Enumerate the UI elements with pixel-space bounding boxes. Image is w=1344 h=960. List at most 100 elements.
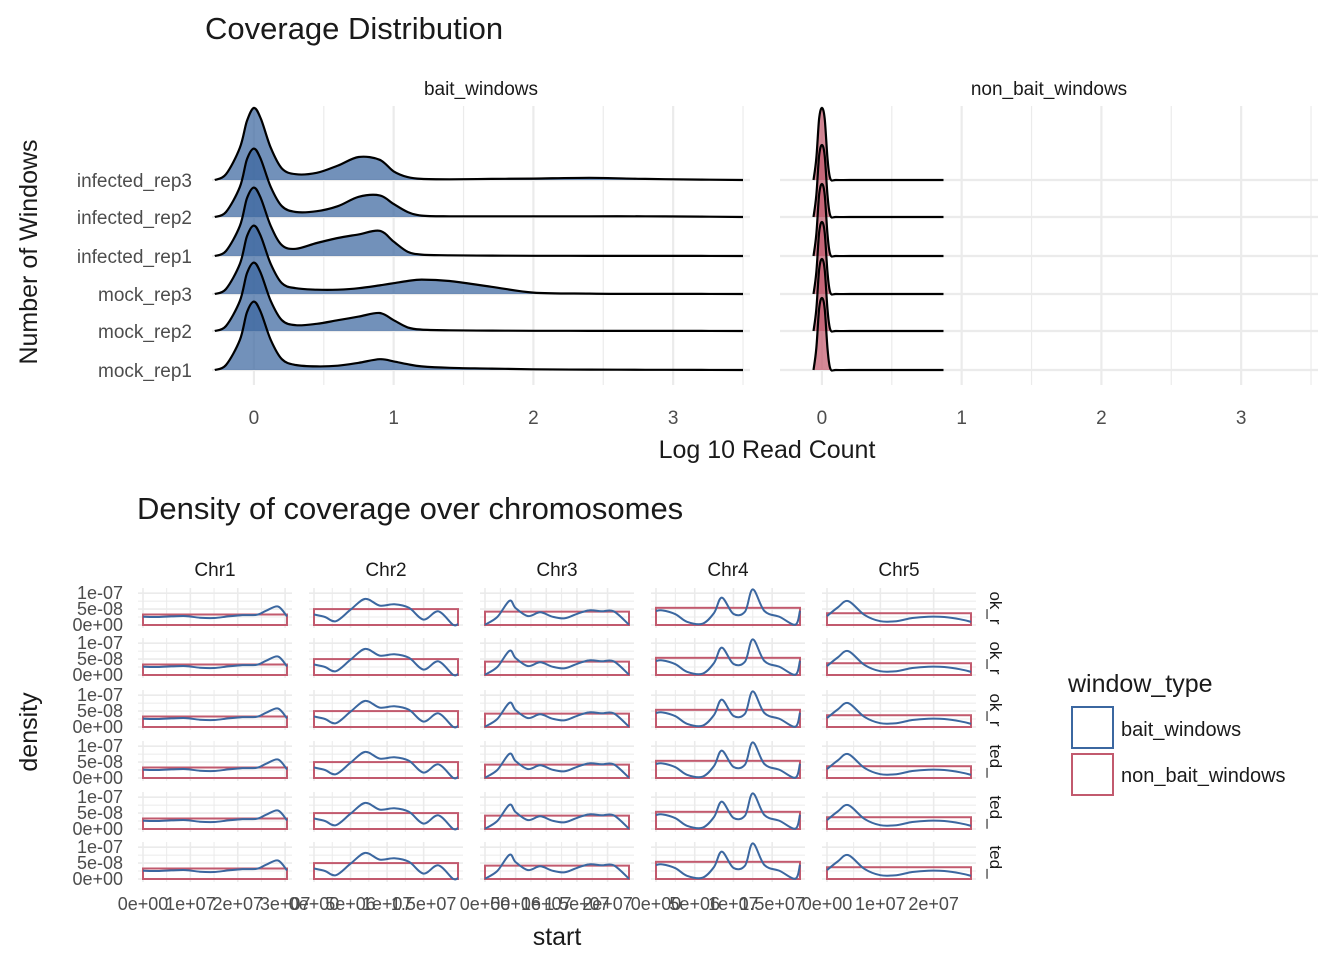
bait-density-line xyxy=(655,690,801,728)
bait-density-line xyxy=(142,859,288,874)
bait-density-line xyxy=(826,649,972,673)
x-tick-label: 1e+07 xyxy=(708,894,759,914)
ridge-line-non_bait_windows-mock_rep3 xyxy=(812,220,944,296)
density-panel xyxy=(138,741,292,781)
density-panel xyxy=(651,842,805,882)
density-panel xyxy=(480,690,634,730)
non-bait-density-outline xyxy=(484,660,630,676)
x-tick-label: 2 xyxy=(1096,408,1107,429)
density-panel xyxy=(822,741,976,781)
bait-density-line xyxy=(826,803,972,827)
density-panel xyxy=(822,690,976,730)
x-tick-label: 0 xyxy=(249,408,260,429)
non-bait-density-outline xyxy=(826,714,972,729)
bait-density-line xyxy=(313,851,459,881)
legend-label-non-bait: non_bait_windows xyxy=(1121,765,1286,787)
y-tick-label: 0e+00 xyxy=(72,717,123,737)
density-panel xyxy=(309,741,463,781)
row-strip-label: ted_ xyxy=(986,845,1005,879)
y-tick-label: 5e-08 xyxy=(77,599,123,619)
bait-density-line xyxy=(826,701,972,725)
density-panel xyxy=(480,588,634,628)
ridge-line-bait_windows-infected_rep1 xyxy=(214,186,744,258)
non-bait-density-outline xyxy=(484,814,630,830)
y-tick-label: 5e-08 xyxy=(77,803,123,823)
x-tick-label: 3e+07 xyxy=(260,894,311,914)
non-bait-density-outline xyxy=(484,712,630,728)
y-tick-label: 5e-08 xyxy=(77,701,123,721)
density-panel xyxy=(138,792,292,832)
non-bait-density-outline xyxy=(826,866,972,881)
non-bait-density-outline xyxy=(313,862,459,880)
ridge-y-axis-title: Number of Windows xyxy=(15,139,43,364)
legend-title: window_type xyxy=(1067,670,1213,698)
x-tick-label: 0e+00 xyxy=(118,894,169,914)
ridge-area-non_bait_windows-mock_rep1 xyxy=(813,298,944,371)
y-tick-label: 0e+00 xyxy=(72,869,123,889)
x-tick-label: 1e+07 xyxy=(521,894,572,914)
y-tick-label: 0e+00 xyxy=(72,665,123,685)
bait-density-line xyxy=(655,842,801,880)
density-panel xyxy=(138,842,292,882)
row-strip-label: ok_r xyxy=(986,591,1005,624)
density-panel xyxy=(651,741,805,781)
density-panel xyxy=(138,690,292,730)
legend-label-bait: bait_windows xyxy=(1121,719,1241,741)
y-tick-label: 1e-07 xyxy=(77,583,123,603)
column-strip-label: Chr5 xyxy=(878,560,919,581)
y-tick-label: infected_rep1 xyxy=(77,247,192,268)
density-panel xyxy=(822,588,976,628)
bait-density-line xyxy=(142,655,288,670)
x-tick-label: 5e+06 xyxy=(490,894,541,914)
bait-density-line xyxy=(142,809,288,824)
bait-density-line xyxy=(142,758,288,773)
legend-key-bait xyxy=(1071,706,1114,749)
ridge-area-non_bait_windows-infected_rep3 xyxy=(813,108,944,181)
density-panels: Chr1 Chr2 Chr3 Chr4 Chr5 ok_r ok_r ok_r ted_ ted_… xyxy=(72,560,1005,914)
non-bait-density-outline xyxy=(313,812,459,830)
y-tick-label: 1e-07 xyxy=(77,787,123,807)
ridge-line-non_bait_windows-mock_rep1 xyxy=(812,296,944,372)
bait-density-line xyxy=(142,605,288,620)
non-bait-density-outline xyxy=(313,761,459,779)
density-x-axis-title: start xyxy=(533,923,582,951)
non-bait-density-outline xyxy=(142,867,288,880)
bait-density-line xyxy=(313,750,459,780)
density-panel xyxy=(822,842,976,882)
y-tick-label: mock_rep1 xyxy=(98,361,192,382)
legend: window_type bait_windows non_bait_window… xyxy=(1067,670,1286,796)
x-tick-label: 0 xyxy=(817,408,828,429)
density-panel xyxy=(651,638,805,678)
density-panel xyxy=(480,842,634,882)
row-strip-label: ted_ xyxy=(986,795,1005,829)
y-tick-label: 0e+00 xyxy=(72,615,123,635)
bait-density-line xyxy=(484,803,630,830)
y-tick-label: 1e-07 xyxy=(77,736,123,756)
non-bait-density-outline xyxy=(142,715,288,728)
bait-density-line xyxy=(484,701,630,728)
bait-density-line xyxy=(313,597,459,627)
density-panel xyxy=(651,792,805,832)
y-tick-label: 5e-08 xyxy=(77,752,123,772)
bait-density-line xyxy=(655,792,801,830)
ridge-line-bait_windows-mock_rep1 xyxy=(214,300,744,372)
ridge-area-non_bait_windows-infected_rep1 xyxy=(813,184,944,257)
y-tick-label: 1e-07 xyxy=(77,633,123,653)
non-bait-density-outline xyxy=(142,613,288,626)
column-strip-label: Chr2 xyxy=(365,560,406,581)
bait-density-line xyxy=(484,599,630,626)
x-tick-label: 1.5e+07 xyxy=(391,894,457,914)
non-bait-density-outline xyxy=(826,765,972,780)
bait-density-line xyxy=(826,599,972,623)
bait-density-line xyxy=(655,741,801,779)
ridge-area-bait_windows-mock_rep2 xyxy=(214,262,744,331)
bait-density-line xyxy=(826,752,972,776)
y-tick-label: 0e+00 xyxy=(72,768,123,788)
density-panel xyxy=(651,588,805,628)
ridge-line-bait_windows-infected_rep3 xyxy=(214,106,744,182)
x-tick-label: 5e+06 xyxy=(669,894,720,914)
row-strip-label: ok_r xyxy=(986,693,1005,726)
density-panel xyxy=(309,842,463,882)
x-tick-label: 5e+06 xyxy=(325,894,376,914)
